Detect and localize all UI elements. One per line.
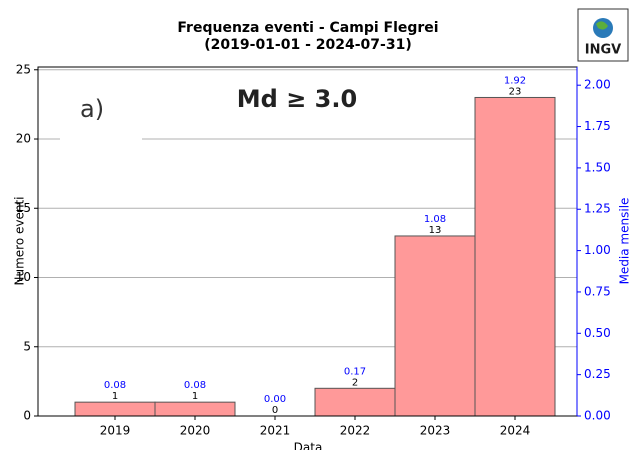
mean-label: 0.00 (264, 394, 286, 405)
annotation-box (60, 78, 142, 148)
data-label: 23 (509, 86, 522, 97)
y2-tick-label: 0.25 (584, 367, 611, 381)
bar (314, 387, 396, 417)
y2-tick-label: 0.00 (584, 409, 611, 423)
bar (154, 401, 236, 417)
mean-label: 1.92 (504, 75, 526, 86)
bar (394, 235, 476, 417)
x-tick-label: 2023 (420, 424, 451, 438)
x-axis-label: Data (294, 441, 323, 450)
x-tick-label: 2019 (100, 424, 131, 438)
chart-subtitle: (2019-01-01 - 2024-07-31) (204, 37, 411, 53)
y2-tick-label: 1.25 (584, 202, 611, 216)
data-label: 0 (272, 405, 278, 416)
x-tick-label: 2020 (180, 424, 211, 438)
annotation: Md ≥ 3.0 (237, 85, 357, 113)
mean-label: 0.08 (184, 380, 206, 391)
mean-label: 0.17 (344, 366, 366, 377)
mean-label: 0.08 (104, 380, 126, 391)
logo-text: INGV (585, 43, 621, 58)
data-label: 13 (429, 225, 442, 236)
y2-tick-label: 1.50 (584, 160, 611, 174)
y2-tick-label: 1.00 (584, 243, 611, 257)
y-tick-label: 20 (16, 132, 31, 146)
data-label: 2 (352, 377, 358, 388)
y-tick-label: 15 (16, 201, 31, 215)
y-tick-label: 0 (23, 409, 31, 423)
x-tick-label: 2024 (500, 424, 531, 438)
mean-label: 1.08 (424, 214, 446, 225)
y2-tick-label: 0.75 (584, 284, 611, 298)
y-tick-label: 25 (16, 62, 31, 76)
data-label: 1 (112, 391, 118, 402)
y2-axis-label: Media mensile (618, 198, 632, 285)
y-tick-label: 10 (16, 270, 31, 284)
y-axis-label: Numero eventi (13, 197, 27, 286)
y2-tick-label: 0.50 (584, 326, 611, 340)
chart-title: Frequenza eventi - Campi Flegrei (177, 20, 438, 36)
y-tick-label: 5 (23, 339, 31, 353)
bar (474, 96, 556, 417)
bar (74, 401, 156, 417)
logo-land (596, 21, 608, 30)
annotation: a) (80, 95, 104, 123)
data-label: 1 (192, 391, 198, 402)
y2-tick-label: 2.00 (584, 78, 611, 92)
x-tick-label: 2022 (340, 424, 371, 438)
x-tick-label: 2021 (260, 424, 291, 438)
y2-tick-label: 1.75 (584, 119, 611, 133)
logo: INGV (577, 8, 629, 62)
